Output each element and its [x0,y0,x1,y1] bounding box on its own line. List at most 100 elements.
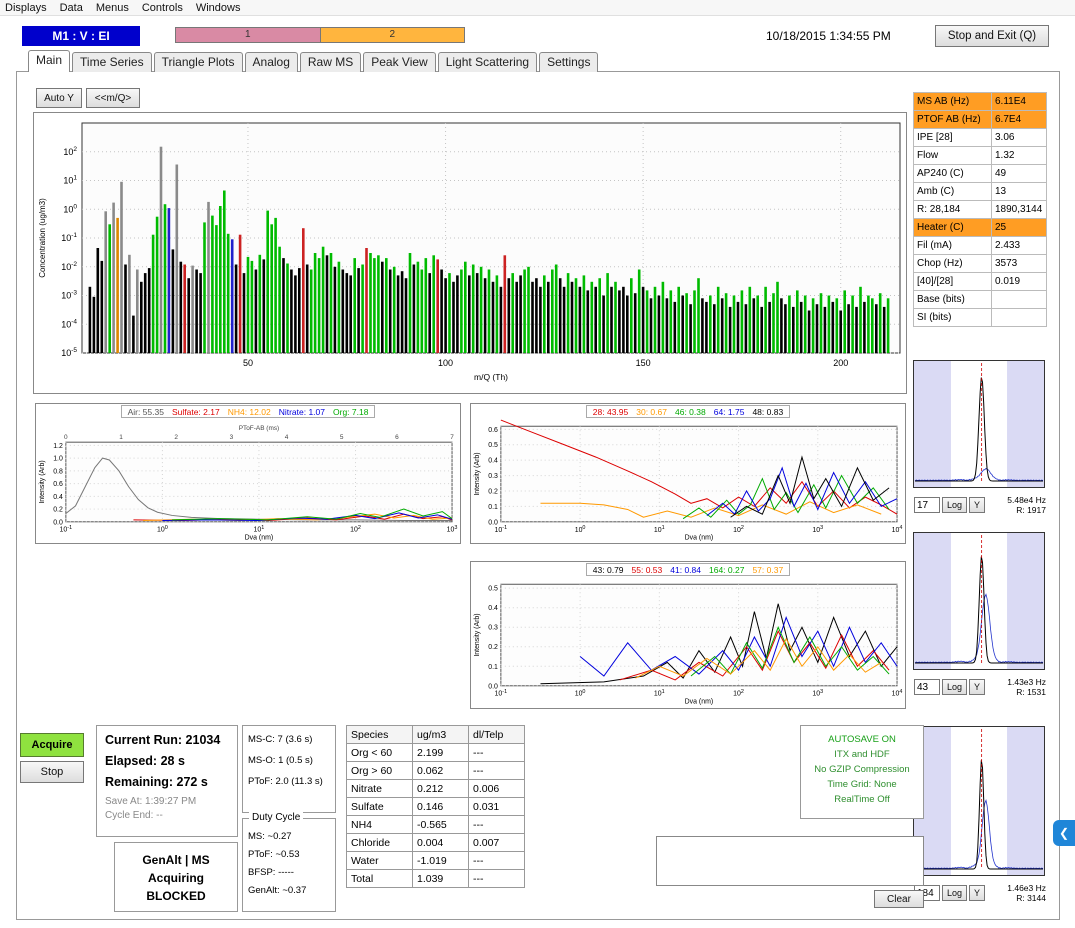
y-scale-button[interactable]: Y [969,497,985,513]
svg-text:0.5: 0.5 [488,442,498,449]
message-box [656,836,924,886]
species-header-cell: dl/Telp [469,726,525,744]
tab-settings[interactable]: Settings [539,52,598,72]
svg-text:4: 4 [285,434,289,441]
duty-line: MS: ~0.27 [248,831,330,842]
peak-mz-input[interactable] [914,679,940,695]
svg-text:Dva (nm): Dva (nm) [245,535,274,542]
menu-windows[interactable]: Windows [196,2,241,14]
legend: 43: 0.7955: 0.5341: 0.84164: 0.2757: 0.3… [586,563,790,576]
menu-displays[interactable]: Displays [5,2,47,14]
stop-and-exit-button[interactable]: Stop and Exit (Q) [935,25,1049,47]
mq-range-button[interactable]: <<m/Q> [86,88,140,108]
log-scale-button[interactable]: Log [942,679,967,695]
tab-main[interactable]: Main [28,50,70,72]
mode-indicator: M1 : V : EI [22,26,140,46]
clear-button[interactable]: Clear [874,890,924,908]
y-scale-button[interactable]: Y [969,679,985,695]
species-row-org-60: Org > 600.062--- [347,762,525,780]
svg-text:1.2: 1.2 [53,443,63,450]
log-scale-button[interactable]: Log [942,497,967,513]
svg-text:0.4: 0.4 [488,605,498,612]
legend: Air: 55.35Sulfate: 2.17NH4: 12.02Nitrate… [121,405,376,418]
legend-item: NH4: 12.02 [228,406,271,417]
tab-time-series[interactable]: Time Series [72,52,152,72]
species-header-cell: Species [347,726,413,744]
svg-text:0.6: 0.6 [488,427,498,434]
menu-controls[interactable]: Controls [142,2,183,14]
svg-text:Intensity (Arb): Intensity (Arb) [474,613,481,656]
blocked-state: BLOCKED [115,887,237,905]
timing-line: MS-O: 1 (0.5 s) [248,755,330,766]
species-row-total: Total1.039--- [347,870,525,888]
timing-line: PToF: 2.0 (11.3 s) [248,776,330,787]
svg-text:100: 100 [438,358,453,368]
tab-triangle-plots[interactable]: Triangle Plots [154,52,243,72]
autosave-status-panel: AUTOSAVE ONITX and HDFNo GZIP Compressio… [800,725,924,819]
svg-text:150: 150 [636,358,651,368]
svg-text:101: 101 [654,689,665,698]
legend-item: 64: 1.75 [714,406,745,417]
svg-text:10-1: 10-1 [61,232,77,243]
timing-line: MS-C: 7 (3.6 s) [248,734,330,745]
progress-segment-1: 1 [176,28,321,42]
svg-text:102: 102 [733,689,744,698]
svg-text:0.2: 0.2 [488,644,498,651]
peak-rate: 1.43e3 Hz [1007,677,1046,687]
log-scale-button[interactable]: Log [942,885,967,901]
svg-text:102: 102 [350,525,361,534]
menu-data[interactable]: Data [60,2,83,14]
svg-text:PToF-AB (ms): PToF-AB (ms) [239,425,280,432]
peak-readout: 1.46e3 HzR: 3144 [1007,883,1046,903]
peak-resolution: R: 1531 [1007,687,1046,697]
stop-button[interactable]: Stop [20,761,84,783]
tab-light-scattering[interactable]: Light Scattering [438,52,537,72]
svg-text:104: 104 [892,689,903,698]
svg-text:m/Q (Th): m/Q (Th) [474,372,508,382]
autosave-line: RealTime Off [801,794,923,805]
svg-text:103: 103 [447,525,458,534]
side-panel-toggle-icon[interactable]: ❮ [1053,820,1075,846]
svg-text:101: 101 [654,525,665,534]
menu-bar: Displays Data Menus Controls Windows [0,0,1075,16]
duty-line: BFSP: ----- [248,867,330,878]
svg-text:0.1: 0.1 [488,504,498,511]
svg-text:102: 102 [733,525,744,534]
legend-item: 48: 0.83 [752,406,783,417]
svg-text:5: 5 [340,434,344,441]
autosave-line: AUTOSAVE ON [801,734,923,745]
svg-text:200: 200 [833,358,848,368]
single-ion-panel-43: LogY 1.43e3 HzR: 1531 [913,532,1047,694]
duty-cycle-panel: Duty Cycle MS: ~0.27PToF: ~0.53BFSP: ---… [242,818,336,912]
svg-text:104: 104 [892,525,903,534]
legend-item: 28: 43.95 [593,406,628,417]
svg-text:1.0: 1.0 [53,456,63,463]
legend-item: 43: 0.79 [593,564,624,575]
peak-mz-input[interactable] [914,497,940,513]
single-ion-panel-17: LogY5.48e4 HzR: 1917 [913,360,1047,512]
species-row-org-60: Org < 602.199--- [347,744,525,762]
status-row-si-bits: SI (bits) [914,309,1047,327]
svg-text:10-4: 10-4 [61,318,77,329]
duty-cycle-title: Duty Cycle [249,812,303,823]
acquire-button[interactable]: Acquire [20,733,84,757]
svg-text:100: 100 [575,689,586,698]
elapsed-time: Elapsed: 28 s [105,754,229,768]
y-scale-button[interactable]: Y [969,885,985,901]
legend-item: Sulfate: 2.17 [172,406,220,417]
legend-item: Air: 55.35 [128,406,164,417]
tab-analog[interactable]: Analog [245,52,298,72]
auto-y-button[interactable]: Auto Y [36,88,82,108]
status-row-flow: Flow1.32 [914,147,1047,165]
svg-text:0.6: 0.6 [53,481,63,488]
svg-text:101: 101 [63,175,77,186]
duty-line: GenAlt: ~0.37 [248,885,330,896]
peak-controls: LogY 1.46e3 HzR: 3144 [913,883,1047,903]
legend-item: 164: 0.27 [709,564,744,575]
status-row-heater-c: Heater (C)25 [914,219,1047,237]
svg-text:100: 100 [63,203,77,214]
menu-menus[interactable]: Menus [96,2,129,14]
tab-raw-ms[interactable]: Raw MS [300,52,361,72]
svg-text:Dva (nm): Dva (nm) [685,699,714,706]
tab-peak-view[interactable]: Peak View [363,52,435,72]
